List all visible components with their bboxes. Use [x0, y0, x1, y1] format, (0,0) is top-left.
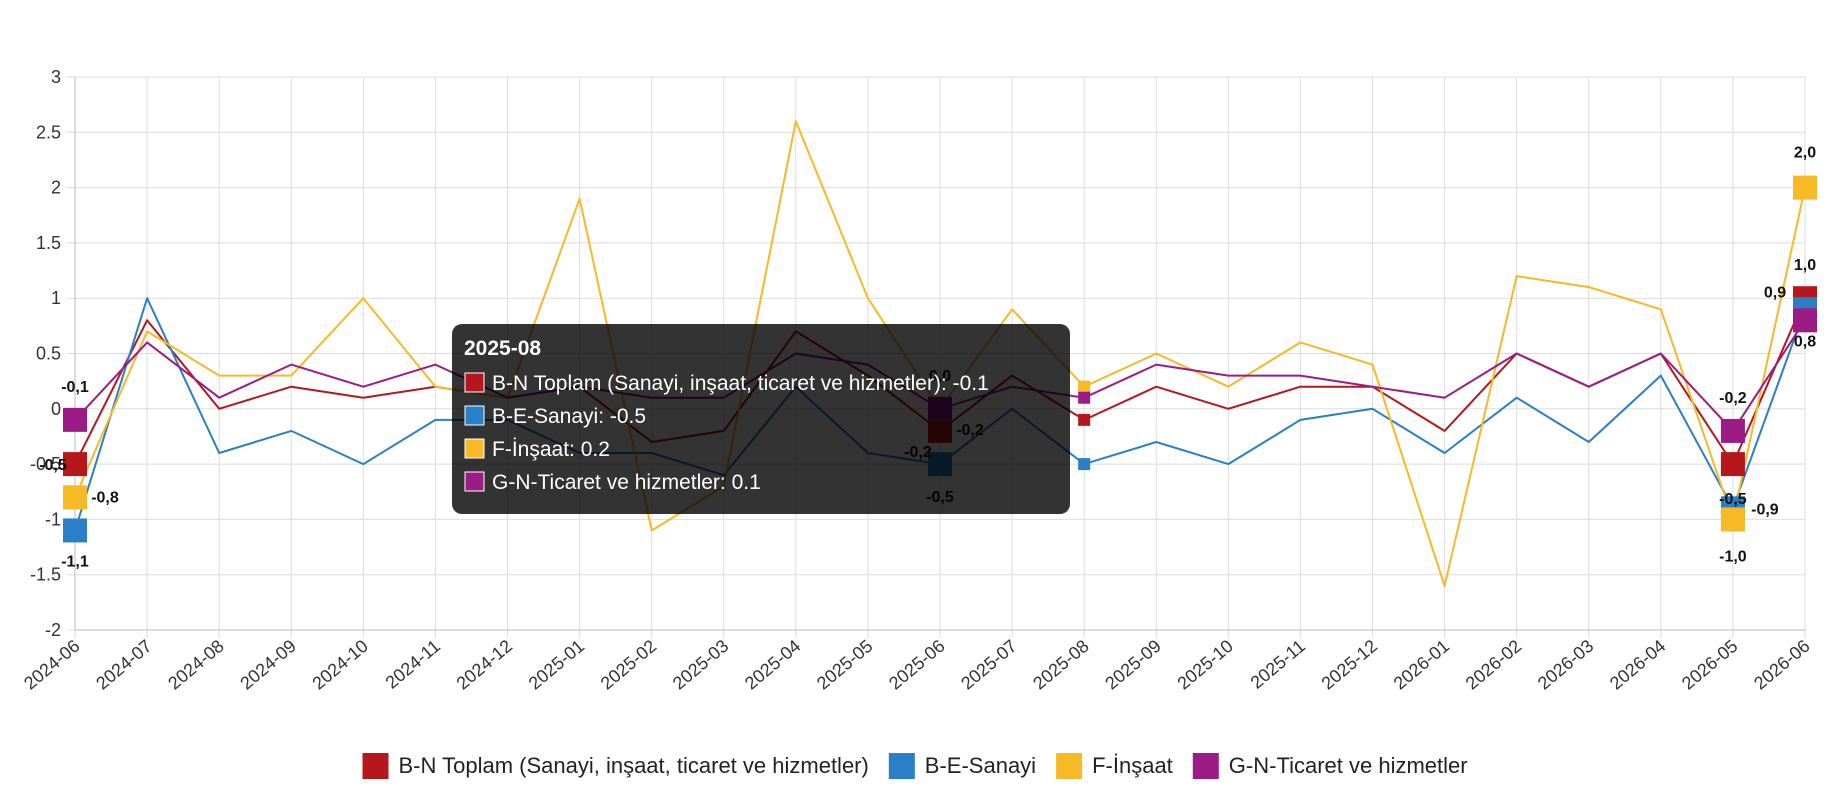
- data-label: 2,0: [1794, 145, 1816, 162]
- data-label: -0,1: [61, 379, 89, 396]
- y-tick-label: -2: [45, 620, 61, 640]
- hover-point-marker[interactable]: [1078, 413, 1091, 426]
- x-tick-label: 2024-12: [453, 636, 516, 694]
- x-tick-label: 2025-07: [957, 636, 1020, 694]
- data-point-marker[interactable]: [1720, 418, 1745, 443]
- x-tick-label: 2024-07: [92, 636, 155, 694]
- data-label: -1,1: [61, 553, 89, 570]
- x-tick-label: 2025-09: [1101, 636, 1164, 694]
- legend-item-2[interactable]: F-İnşaat: [1056, 753, 1173, 779]
- legend-swatch: [1192, 753, 1219, 779]
- data-label: 0,9: [1764, 284, 1786, 301]
- y-tick-label: -1.5: [30, 565, 61, 585]
- tooltip-swatch: [464, 438, 485, 459]
- data-label: 1,0: [1794, 257, 1816, 274]
- tooltip-line: F-İnşaat: 0.2: [492, 438, 610, 461]
- x-tick-label: 2024-08: [164, 636, 227, 694]
- tooltip-line: B-E-Sanayi: -0.5: [492, 405, 646, 428]
- legend-swatch: [1056, 753, 1083, 779]
- legend: B-N Toplam (Sanayi, inşaat, ticaret ve h…: [362, 753, 1468, 779]
- hover-point-marker[interactable]: [1078, 380, 1091, 393]
- data-point-marker[interactable]: [1793, 175, 1817, 200]
- data-label: -0,2: [1719, 390, 1747, 407]
- x-tick-label: 2026-02: [1462, 636, 1525, 694]
- legend-item-1[interactable]: B-E-Sanayi: [888, 753, 1036, 779]
- x-tick-label: 2025-03: [669, 636, 732, 694]
- data-point-marker[interactable]: [63, 485, 87, 510]
- y-tick-label: 3: [51, 67, 61, 87]
- y-tick-label: 2.5: [36, 122, 61, 142]
- legend-swatch: [888, 753, 915, 779]
- x-tick-label: 2024-09: [236, 636, 299, 694]
- legend-label: B-E-Sanayi: [925, 753, 1036, 778]
- legend-item-0[interactable]: B-N Toplam (Sanayi, inşaat, ticaret ve h…: [362, 753, 869, 779]
- legend-label: G-N-Ticaret ve hizmetler: [1229, 753, 1468, 778]
- y-tick-label: 1: [51, 288, 61, 308]
- x-tick-label: 2025-08: [1029, 636, 1092, 694]
- x-tick-label: 2026-06: [1750, 636, 1813, 694]
- tooltip-title: 2025-08: [464, 337, 541, 360]
- data-point-marker[interactable]: [1720, 452, 1745, 477]
- x-tick-label: 2024-10: [308, 636, 371, 694]
- tooltip-line: G-N-Ticaret ve hizmetler: 0.1: [492, 471, 761, 494]
- data-point-marker[interactable]: [1793, 308, 1817, 333]
- tooltip-box: [452, 324, 1070, 514]
- tooltip-swatch: [464, 372, 485, 393]
- y-tick-label: -0.5: [30, 454, 61, 474]
- legend-item-3[interactable]: G-N-Ticaret ve hizmetler: [1192, 753, 1468, 779]
- x-tick-label: 2026-03: [1534, 636, 1597, 694]
- data-point-marker[interactable]: [1720, 507, 1745, 532]
- x-tick-label: 2025-11: [1247, 636, 1309, 693]
- tooltip: 2025-08 B-N Toplam (Sanayi, inşaat, ticar…: [452, 324, 1070, 514]
- hover-point-marker[interactable]: [1078, 391, 1091, 404]
- x-tick-label: 2025-10: [1173, 636, 1236, 694]
- legend-swatch: [362, 753, 389, 779]
- x-tick-label: 2025-05: [813, 636, 876, 694]
- x-tick-label: 2026-04: [1606, 636, 1669, 694]
- x-tick-label: 2025-04: [741, 636, 804, 694]
- x-tick-label: 2026-01: [1390, 636, 1453, 694]
- x-tick-label: 2025-01: [525, 636, 588, 694]
- data-label: -1,0: [1719, 548, 1747, 565]
- tooltip-swatch: [464, 471, 485, 492]
- data-label: -0,8: [91, 489, 119, 506]
- data-label: -0,9: [1751, 501, 1779, 518]
- tooltip-line: B-N Toplam (Sanayi, inşaat, ticaret ve h…: [492, 372, 989, 395]
- tooltip-swatch: [464, 405, 485, 426]
- x-tick-label: 2024-11: [382, 636, 444, 693]
- legend-label: B-N Toplam (Sanayi, inşaat, ticaret ve h…: [399, 753, 869, 778]
- x-tick-label: 2025-06: [885, 636, 948, 694]
- x-tick-label: 2024-06: [20, 636, 83, 694]
- data-label: -0,5: [1719, 491, 1747, 508]
- data-point-marker[interactable]: [63, 518, 87, 543]
- x-tick-label: 2025-12: [1318, 636, 1381, 694]
- data-label: 0,8: [1794, 333, 1816, 350]
- y-tick-label: 0: [51, 399, 61, 419]
- y-tick-label: 2: [51, 178, 61, 198]
- y-tick-label: 1.5: [36, 233, 61, 253]
- x-tick-label: 2026-05: [1678, 636, 1741, 694]
- y-tick-label: 0.5: [36, 344, 61, 364]
- data-point-marker[interactable]: [63, 407, 87, 432]
- y-tick-label: -1: [45, 509, 61, 529]
- hover-point-marker[interactable]: [1078, 458, 1091, 471]
- data-label: -0,5: [39, 457, 67, 474]
- x-tick-label: 2025-02: [597, 636, 660, 694]
- data-point-marker[interactable]: [63, 452, 87, 477]
- legend-label: F-İnşaat: [1092, 753, 1173, 778]
